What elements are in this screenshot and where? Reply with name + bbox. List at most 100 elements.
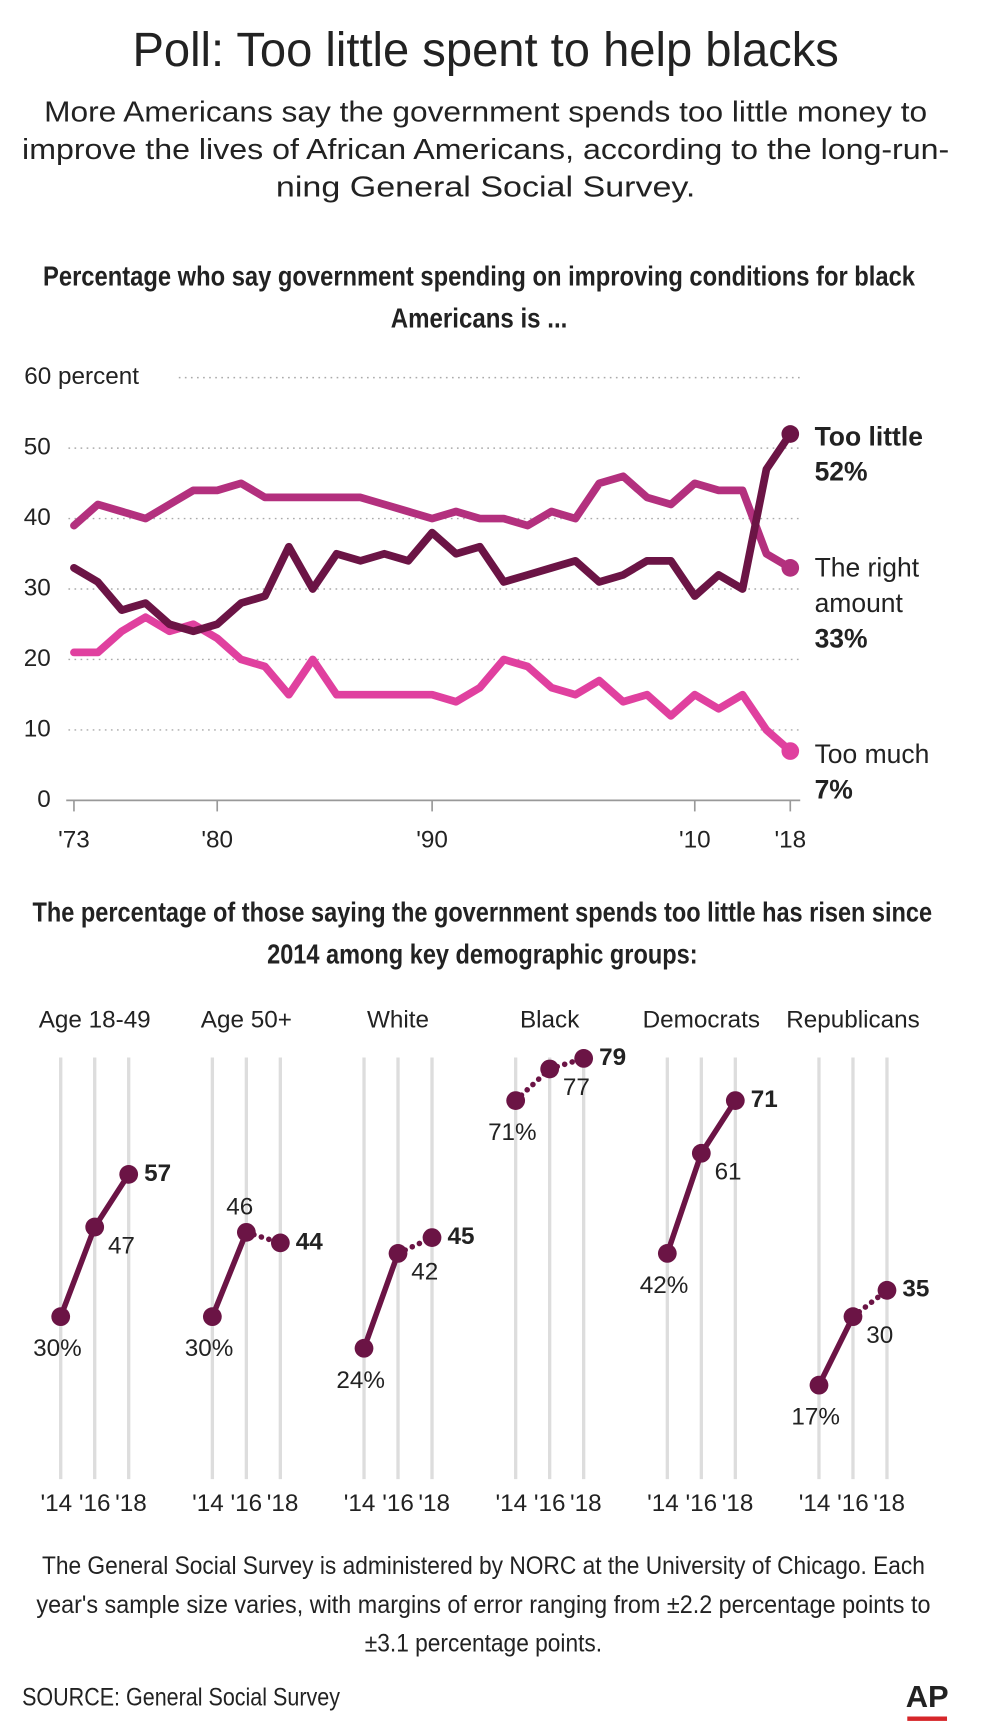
x-tick-label: '14 <box>647 1490 679 1517</box>
value-label: 44 <box>296 1228 323 1255</box>
series-label: Too much <box>815 739 930 769</box>
logo: AP <box>906 1679 949 1714</box>
value-label: 79 <box>599 1044 626 1071</box>
dot <box>540 1059 560 1079</box>
segment <box>57 1224 98 1320</box>
dot <box>202 1307 222 1327</box>
x-tick-label: '16 <box>837 1490 869 1517</box>
series-value-label: 7% <box>815 775 853 805</box>
group-title: Democrats <box>643 1007 760 1034</box>
x-tick-label: '16 <box>382 1490 414 1517</box>
dot <box>270 1233 290 1253</box>
series-value-label: 52% <box>815 457 868 487</box>
value-label: 30 <box>866 1322 893 1349</box>
x-tick-label: '18 <box>418 1490 450 1517</box>
value-label: 30% <box>33 1335 82 1362</box>
subtitle: improve the lives of African Americans, … <box>22 134 949 166</box>
y-tick-label: 60 percent <box>24 363 139 390</box>
x-tick-label: '18 <box>774 827 806 854</box>
x-tick-label: '10 <box>679 827 711 854</box>
group-title: Republicans <box>786 1007 920 1034</box>
x-tick-label: '16 <box>686 1490 718 1517</box>
value-label: 30% <box>185 1335 234 1362</box>
series-line <box>70 430 795 636</box>
subtitle: ning General Social Survey. <box>276 171 695 203</box>
dot <box>388 1244 408 1263</box>
end-dot <box>781 425 800 443</box>
x-tick-label: '14 <box>192 1490 224 1517</box>
x-tick-label: '16 <box>231 1490 263 1517</box>
value-label: 24% <box>336 1367 385 1394</box>
y-tick-label: 30 <box>24 574 51 601</box>
dot <box>354 1338 374 1358</box>
dot <box>657 1244 677 1263</box>
segment <box>698 1097 739 1157</box>
x-tick-label: '90 <box>416 827 448 854</box>
x-tick-label: '18 <box>267 1490 299 1517</box>
value-label: 71 <box>751 1086 778 1113</box>
dot <box>691 1143 711 1163</box>
value-label: 61 <box>715 1159 742 1186</box>
chart-heading: The percentage of those saying the gover… <box>33 896 933 927</box>
x-tick-label: '16 <box>534 1490 566 1517</box>
dot <box>51 1307 71 1327</box>
value-label: 42 <box>411 1259 438 1286</box>
dot <box>506 1091 526 1110</box>
dot <box>422 1228 442 1247</box>
dot <box>809 1375 829 1395</box>
dot <box>877 1280 897 1300</box>
footnote: year's sample size varies, with margins … <box>36 1591 930 1619</box>
y-tick-label: 0 <box>37 786 50 813</box>
segment <box>361 1250 401 1352</box>
chart-heading: Percentage who say government spending o… <box>43 261 916 292</box>
dot <box>236 1222 256 1242</box>
series-label: The right amount <box>815 553 920 618</box>
y-tick-label: 50 <box>24 434 51 461</box>
end-dot <box>781 559 800 577</box>
chart-heading: Americans is ... <box>391 303 568 334</box>
series-line <box>70 472 795 572</box>
chart-heading: 2014 among key demographic groups: <box>267 938 697 969</box>
value-label: 17% <box>791 1404 840 1431</box>
x-tick-label: '73 <box>58 827 90 854</box>
series-label: Too little <box>815 421 923 451</box>
end-dot <box>781 742 800 760</box>
value-label: 46 <box>226 1193 253 1220</box>
value-label: 77 <box>563 1074 590 1101</box>
x-tick-label: '14 <box>344 1490 376 1517</box>
segment <box>816 1313 856 1388</box>
group-title: Black <box>520 1007 580 1034</box>
source: SOURCE: General Social Survey <box>22 1684 340 1712</box>
group-title: White <box>367 1007 429 1034</box>
x-tick-label: '18 <box>115 1490 147 1517</box>
segment <box>91 1171 132 1230</box>
segment <box>209 1229 250 1320</box>
value-label: 57 <box>144 1160 171 1187</box>
dot <box>843 1307 863 1327</box>
dot <box>574 1049 594 1068</box>
y-tick-label: 10 <box>24 715 51 742</box>
group-title: Age 50+ <box>201 1007 292 1034</box>
logo-bar <box>907 1716 948 1721</box>
segment <box>664 1150 705 1257</box>
x-tick-label: '18 <box>873 1490 905 1517</box>
x-tick-label: '18 <box>570 1490 602 1517</box>
x-tick-label: '14 <box>495 1490 527 1517</box>
footnote: ±3.1 percentage points. <box>365 1629 602 1657</box>
x-tick-label: '14 <box>40 1490 72 1517</box>
group-title: Age 18-49 <box>39 1007 151 1034</box>
footnote: The General Social Survey is administere… <box>42 1552 925 1580</box>
dot <box>85 1217 105 1237</box>
value-label: 45 <box>447 1223 474 1250</box>
y-tick-label: 40 <box>24 504 51 531</box>
series-value-label: 33% <box>815 623 868 653</box>
subtitle: More Americans say the government spends… <box>44 96 927 128</box>
title: Poll: Too little spent to help blacks <box>132 23 838 77</box>
x-tick-label: '80 <box>201 827 233 854</box>
dot <box>725 1091 745 1110</box>
value-label: 47 <box>108 1232 135 1259</box>
x-tick-label: '16 <box>79 1490 111 1517</box>
y-tick-label: 20 <box>24 645 51 672</box>
